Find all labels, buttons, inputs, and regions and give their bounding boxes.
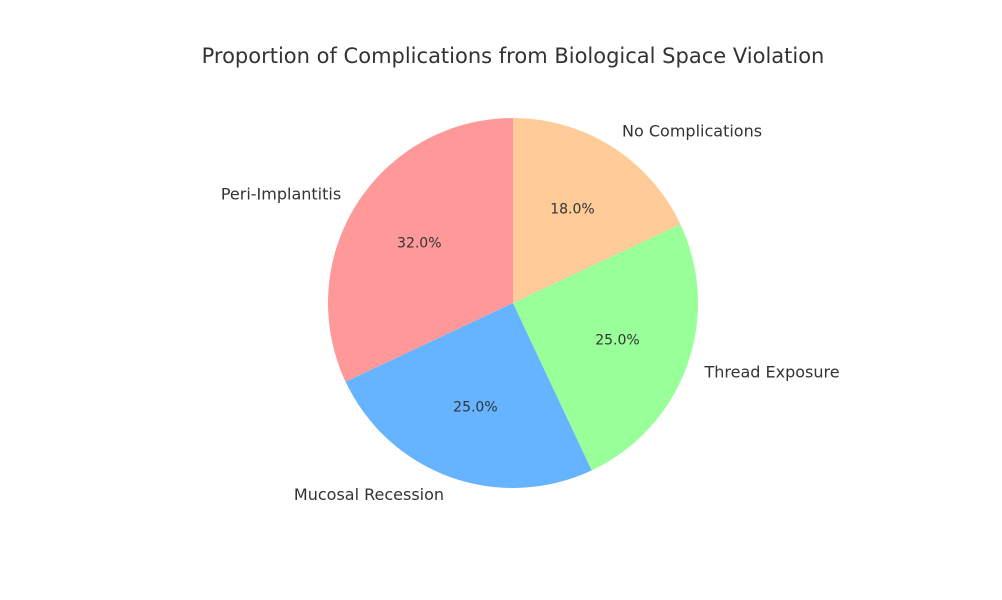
slice-percent-thread-exposure: 25.0% xyxy=(595,333,639,349)
pie-slices xyxy=(327,118,698,489)
pie-slice-no-complications xyxy=(513,118,681,303)
chart-title: Proportion of Complications from Biologi… xyxy=(202,44,825,68)
slice-label-peri-implantitis: Peri-Implantitis xyxy=(221,184,341,203)
slice-percent-peri-implantitis: 32.0% xyxy=(397,236,441,252)
slice-percent-no-complications: 18.0% xyxy=(550,201,594,217)
slice-label-mucosal-recession: Mucosal Recession xyxy=(294,485,444,504)
slice-label-no-complications: No Complications xyxy=(622,122,762,141)
pie-slice-peri-implantitis xyxy=(327,118,513,382)
pie-slice-thread-exposure xyxy=(513,224,698,471)
slice-percent-mucosal-recession: 25.0% xyxy=(453,399,497,415)
pie-labels: Peri-Implantitis 32.0% Mucosal Recession 25… xyxy=(221,122,840,504)
pie-slice-mucosal-recession xyxy=(345,303,592,489)
slice-label-thread-exposure: Thread Exposure xyxy=(703,362,839,381)
